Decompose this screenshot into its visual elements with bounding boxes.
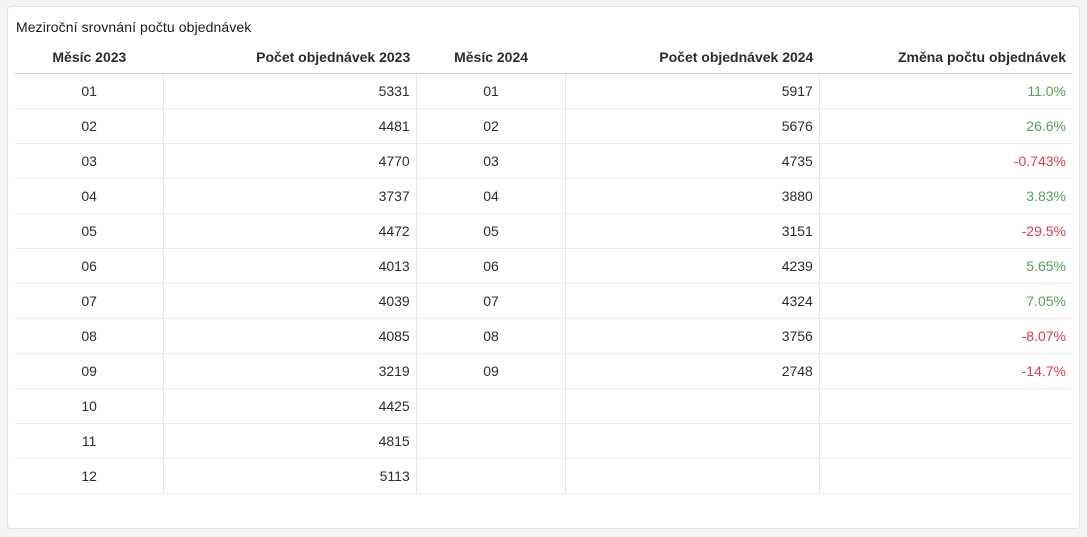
card-title: Meziroční srovnání počtu objednávek (16, 19, 252, 35)
month-2024-cell: 02 (416, 108, 567, 144)
orders-2024-cell: 3880 (565, 178, 820, 214)
column-header-change: Změna počtu objednávek (819, 45, 1072, 74)
table-row: 06 4013 06 4239 5.65% (15, 248, 1072, 284)
month-2023-cell: 09 (15, 353, 165, 389)
table-row: 07 4039 07 4324 7.05% (15, 283, 1072, 319)
change-cell: -29.5% (819, 213, 1072, 249)
month-2023-cell: 01 (15, 73, 165, 109)
month-2023-cell: 02 (15, 108, 165, 144)
orders-2023-cell: 4472 (163, 213, 417, 249)
orders-comparison-card: Meziroční srovnání počtu objednávek Měsí… (7, 6, 1080, 529)
orders-2024-cell: 3151 (565, 213, 820, 249)
change-cell: -8.07% (819, 318, 1072, 354)
orders-2024-cell: 2748 (565, 353, 820, 389)
month-2024-cell: 09 (416, 353, 567, 389)
month-2023-cell: 05 (15, 213, 165, 249)
month-2024-cell (416, 388, 567, 424)
month-2023-cell: 07 (15, 283, 165, 319)
month-2023-cell: 12 (15, 458, 165, 494)
month-2023-cell: 10 (15, 388, 165, 424)
table-row: 04 3737 04 3880 3.83% (15, 178, 1072, 214)
orders-2023-cell: 4085 (163, 318, 417, 354)
orders-2023-cell: 5331 (163, 73, 417, 109)
column-header-orders-2024: Počet objednávek 2024 (565, 45, 820, 74)
change-cell (819, 458, 1072, 494)
orders-2024-cell (565, 423, 820, 459)
month-2024-cell: 07 (416, 283, 567, 319)
column-header-orders-2023: Počet objednávek 2023 (163, 45, 417, 74)
change-cell: 26.6% (819, 108, 1072, 144)
change-cell: 11.0% (819, 73, 1072, 109)
month-2023-cell: 03 (15, 143, 165, 179)
month-2024-cell (416, 458, 567, 494)
orders-2024-cell (565, 458, 820, 494)
orders-2023-cell: 4815 (163, 423, 417, 459)
orders-2023-cell: 4425 (163, 388, 417, 424)
change-cell: 5.65% (819, 248, 1072, 284)
month-2024-cell (416, 423, 567, 459)
column-header-month-2023: Měsíc 2023 (15, 45, 164, 74)
month-2023-cell: 06 (15, 248, 165, 284)
orders-2024-cell: 5917 (565, 73, 820, 109)
change-cell: 7.05% (819, 283, 1072, 319)
orders-2023-cell: 4039 (163, 283, 417, 319)
column-header-month-2024: Měsíc 2024 (416, 45, 566, 74)
orders-2024-cell: 4735 (565, 143, 820, 179)
table-row: 01 5331 01 5917 11.0% (15, 73, 1072, 109)
table-row: 09 3219 09 2748 -14.7% (15, 353, 1072, 389)
orders-2023-cell: 3219 (163, 353, 417, 389)
change-cell: 3.83% (819, 178, 1072, 214)
month-2023-cell: 04 (15, 178, 165, 214)
month-2024-cell: 08 (416, 318, 567, 354)
change-cell: -0.743% (819, 143, 1072, 179)
orders-2023-cell: 5113 (163, 458, 417, 494)
month-2024-cell: 01 (416, 73, 567, 109)
month-2024-cell: 05 (416, 213, 567, 249)
table-row: 05 4472 05 3151 -29.5% (15, 213, 1072, 249)
orders-2024-cell: 3756 (565, 318, 820, 354)
table-row: 11 4815 (15, 423, 1072, 459)
table-header-row: Měsíc 2023 Počet objednávek 2023 Měsíc 202… (15, 45, 1072, 74)
table-row: 12 5113 (15, 458, 1072, 494)
table-row: 08 4085 08 3756 -8.07% (15, 318, 1072, 354)
month-2024-cell: 06 (416, 248, 567, 284)
orders-2024-cell: 4324 (565, 283, 820, 319)
orders-2023-cell: 4770 (163, 143, 417, 179)
month-2024-cell: 04 (416, 178, 567, 214)
month-2023-cell: 08 (15, 318, 165, 354)
orders-2024-cell: 4239 (565, 248, 820, 284)
orders-2024-cell (565, 388, 820, 424)
table-row: 10 4425 (15, 388, 1072, 424)
change-cell: -14.7% (819, 353, 1072, 389)
month-2024-cell: 03 (416, 143, 567, 179)
change-cell (819, 423, 1072, 459)
table-row: 03 4770 03 4735 -0.743% (15, 143, 1072, 179)
table-row: 02 4481 02 5676 26.6% (15, 108, 1072, 144)
orders-comparison-table: Měsíc 2023 Počet objednávek 2023 Měsíc 202… (15, 45, 1072, 494)
change-cell (819, 388, 1072, 424)
orders-2024-cell: 5676 (565, 108, 820, 144)
month-2023-cell: 11 (15, 423, 165, 459)
orders-2023-cell: 4013 (163, 248, 417, 284)
orders-2023-cell: 4481 (163, 108, 417, 144)
orders-2023-cell: 3737 (163, 178, 417, 214)
